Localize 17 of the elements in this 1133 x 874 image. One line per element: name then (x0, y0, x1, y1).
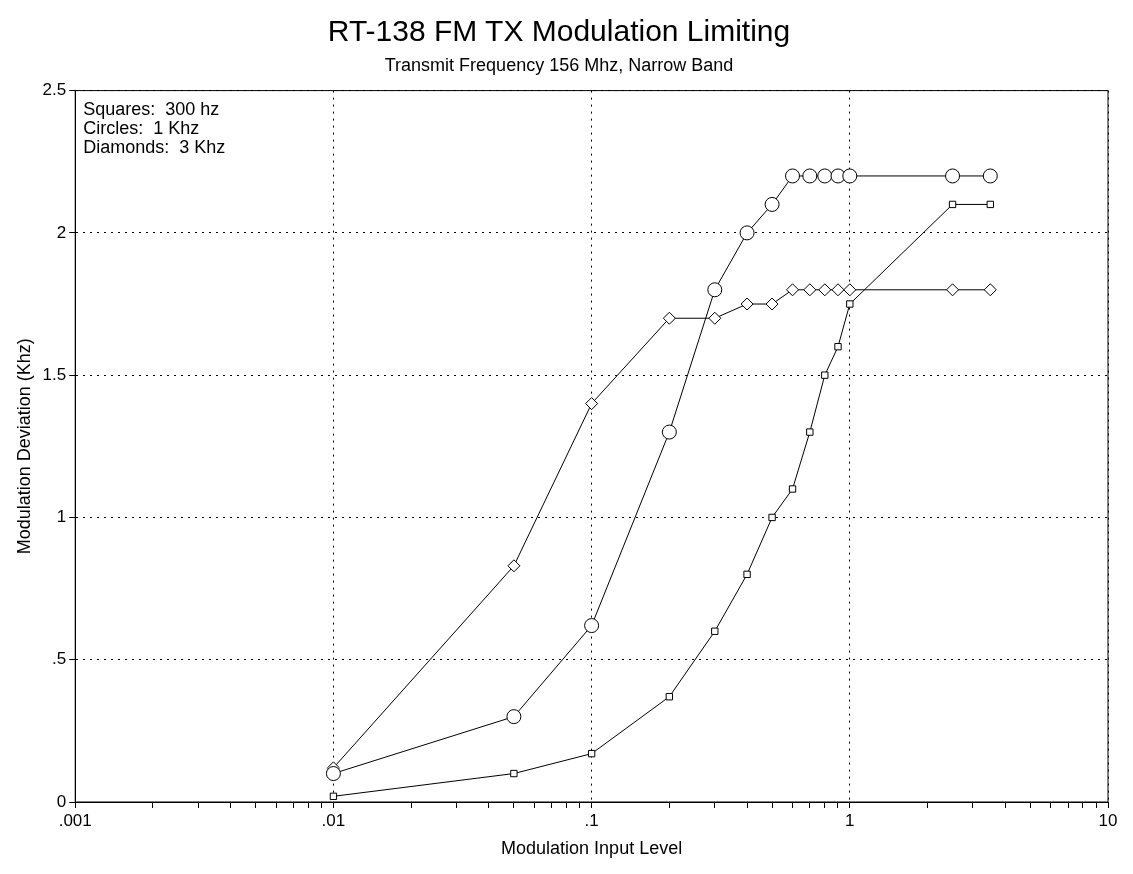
x-tick-label: 10 (1098, 810, 1118, 830)
y-tick-label: 1.5 (42, 364, 67, 384)
x-tick-label: .1 (584, 810, 599, 830)
x-tick-label: .001 (58, 810, 92, 830)
y-tick-label: 1 (56, 507, 67, 527)
y-tick-label: 2 (56, 222, 67, 242)
x-tick-label: 1 (845, 810, 855, 830)
y-tick-label: .5 (52, 649, 67, 669)
x-tick-label: .01 (321, 810, 346, 830)
annotation: Diamonds: 3 Khz (83, 136, 226, 157)
y-axis-title: Modulation Deviation (Khz) (13, 338, 34, 555)
chart-subtitle: Transmit Frequency 156 Mhz, Narrow Band (384, 54, 734, 75)
y-tick-label: 0 (56, 791, 67, 811)
x-axis-title: Modulation Input Level (501, 838, 683, 859)
annotation: Squares: 300 hz (83, 98, 220, 119)
chart-title: RT-138 FM TX Modulation Limiting (327, 14, 791, 48)
y-tick-label: 2.5 (42, 80, 67, 100)
